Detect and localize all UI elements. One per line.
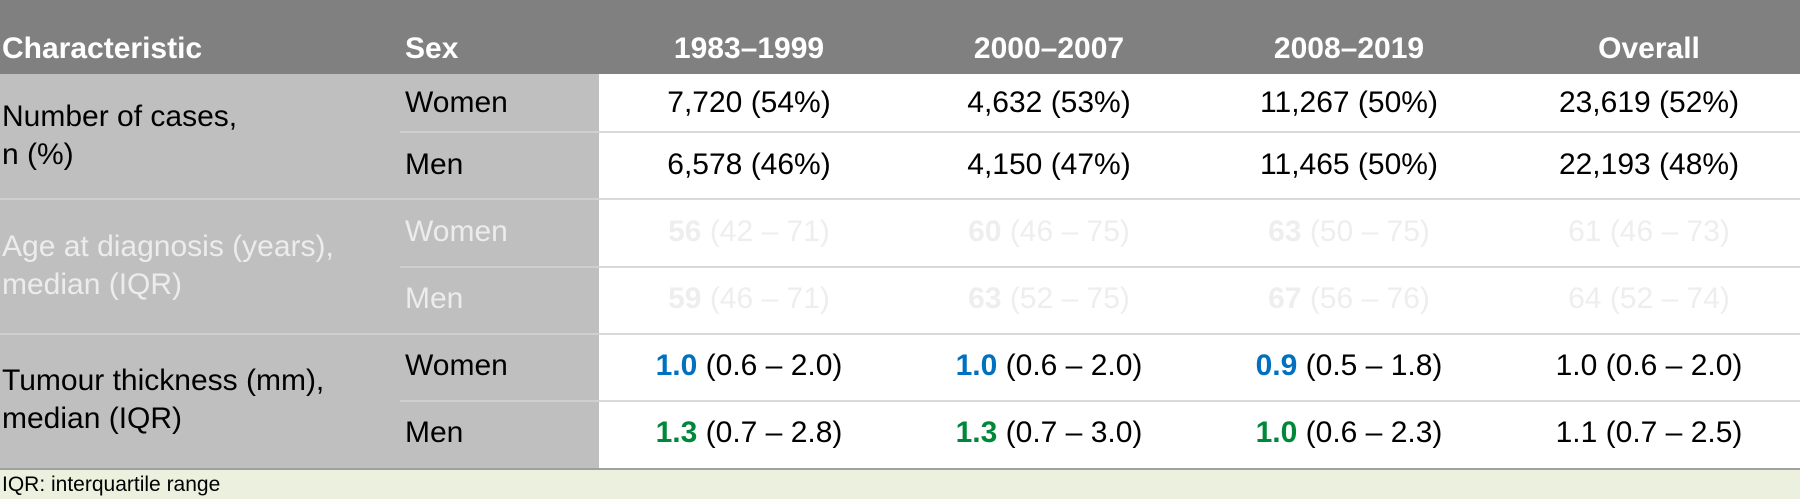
- row-divider: [599, 400, 1800, 402]
- median-value: 1.0: [955, 349, 998, 382]
- characteristic-age-at-diagnosis: Age at diagnosis (years), median (IQR): [2, 230, 334, 301]
- table-cell: 1.0 (0.6 – 2.0): [956, 349, 1143, 383]
- row-divider: [599, 266, 1800, 268]
- iqr-value: (46 – 75): [1009, 215, 1130, 248]
- table-cell: 0.9 (0.5 – 1.8): [1256, 349, 1443, 383]
- iqr-value: (42 – 71): [709, 215, 830, 248]
- footnote: IQR: interquartile range: [2, 473, 221, 496]
- table-cell: 23,619 (52%): [1558, 86, 1740, 119]
- iqr-value: (52 – 75): [1009, 282, 1130, 315]
- table-cell: 59 (46 – 71): [668, 282, 830, 316]
- table-cell: 1.0 (0.6 – 2.3): [1256, 416, 1443, 450]
- sex-label-women: Women: [405, 215, 508, 248]
- median-value: 1.0: [1255, 416, 1298, 449]
- table-header: Characteristic Sex 1983–1999 2000–2007 2…: [0, 0, 1800, 74]
- sex-label-women: Women: [405, 349, 508, 382]
- group-divider: [0, 333, 599, 335]
- characteristic-sex-column: [0, 74, 599, 468]
- sex-label-men: Men: [405, 416, 464, 449]
- header-period-2000-2007: 2000–2007: [973, 32, 1125, 65]
- row-divider: [400, 131, 599, 133]
- table-cell: 11,267 (50%): [1260, 86, 1438, 119]
- row-divider: [400, 266, 599, 268]
- header-period-1983-1999: 1983–1999: [673, 32, 825, 65]
- table-cell: 1.3 (0.7 – 2.8): [656, 416, 843, 450]
- iqr-value: (56 – 76): [1309, 282, 1430, 315]
- iqr-value: (0.6 – 2.0): [705, 349, 843, 382]
- median-value: 63: [968, 282, 1002, 315]
- characteristic-tumour-thickness: Tumour thickness (mm), median (IQR): [2, 364, 325, 435]
- group-divider: [0, 198, 599, 200]
- table-cell: 4,150 (47%): [967, 148, 1131, 181]
- header-sex: Sex: [405, 32, 459, 65]
- median-value: 1.3: [955, 416, 998, 449]
- row-divider: [400, 400, 599, 402]
- group-divider: [599, 333, 1800, 335]
- table-cell: 60 (46 – 75): [968, 215, 1130, 249]
- table-cell: 7,720 (54%): [667, 86, 831, 119]
- median-value: 67: [1268, 282, 1302, 315]
- median-value: 60: [968, 215, 1002, 248]
- table-cell: 1.3 (0.7 – 3.0): [956, 416, 1143, 450]
- median-value: 0.9: [1255, 349, 1298, 382]
- sex-label-women: Women: [405, 86, 508, 119]
- iqr-value: (0.5 – 1.8): [1305, 349, 1443, 382]
- header-overall: Overall: [1598, 32, 1700, 65]
- table-cell: 63 (52 – 75): [968, 282, 1130, 316]
- table-cell: 11,465 (50%): [1260, 148, 1438, 181]
- characteristic-number-of-cases: Number of cases, n (%): [2, 100, 238, 171]
- table-cell: 1.1 (0.7 – 2.5): [1555, 416, 1743, 449]
- table-cell: 63 (50 – 75): [1268, 215, 1430, 249]
- table-footnote-bar: IQR: interquartile range: [0, 468, 1800, 499]
- table-cell: 64 (52 – 74): [1568, 282, 1730, 315]
- iqr-value: (0.7 – 2.8): [705, 416, 843, 449]
- table-cell: 61 (46 – 73): [1568, 215, 1730, 248]
- median-value: 1.3: [655, 416, 698, 449]
- table-cell: 1.0 (0.6 – 2.0): [1555, 349, 1743, 382]
- table-cell: 56 (42 – 71): [668, 215, 830, 249]
- table-cell: 1.0 (0.6 – 2.0): [656, 349, 843, 383]
- row-divider: [599, 131, 1800, 133]
- iqr-value: (50 – 75): [1309, 215, 1430, 248]
- sex-label-men: Men: [405, 148, 464, 181]
- iqr-value: (0.6 – 2.0): [1005, 349, 1143, 382]
- sex-label-men: Men: [405, 282, 464, 315]
- table-cell: 4,632 (53%): [967, 86, 1131, 119]
- group-divider: [599, 198, 1800, 200]
- median-value: 63: [1268, 215, 1302, 248]
- median-value: 56: [668, 215, 702, 248]
- iqr-value: (0.6 – 2.3): [1305, 416, 1443, 449]
- table-cell: 6,578 (46%): [667, 148, 831, 181]
- median-value: 59: [668, 282, 702, 315]
- table-cell: 22,193 (48%): [1558, 148, 1740, 181]
- table-cell: 67 (56 – 76): [1268, 282, 1430, 316]
- iqr-value: (0.7 – 3.0): [1005, 416, 1143, 449]
- header-period-2008-2019: 2008–2019: [1273, 32, 1425, 65]
- median-value: 1.0: [655, 349, 698, 382]
- iqr-value: (46 – 71): [709, 282, 830, 315]
- header-characteristic: Characteristic: [2, 32, 203, 65]
